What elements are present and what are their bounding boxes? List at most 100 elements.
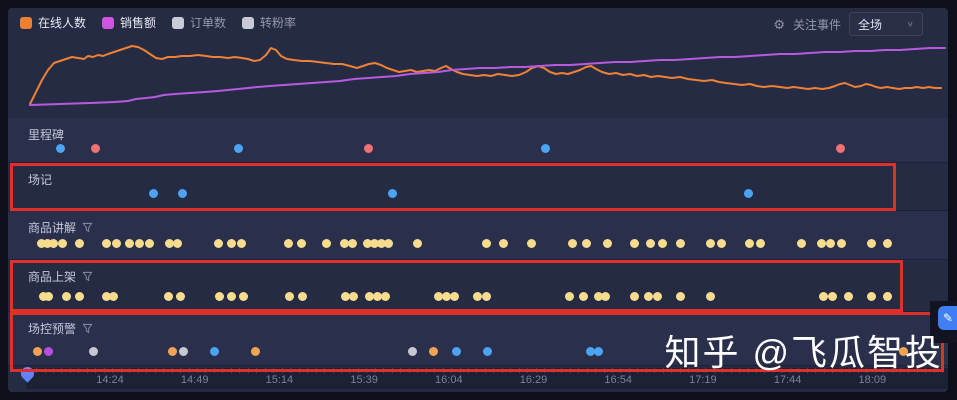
event-dot-yellow[interactable] xyxy=(362,238,372,248)
event-dot-yellow[interactable] xyxy=(383,238,393,248)
event-dot-yellow[interactable] xyxy=(376,238,386,248)
scope-dropdown[interactable]: 全场 ∨ xyxy=(849,12,923,36)
event-dot-yellow[interactable] xyxy=(297,291,307,301)
event-dot-yellow[interactable] xyxy=(238,291,248,301)
event-dot-yellow[interactable] xyxy=(716,238,726,248)
event-dot-yellow[interactable] xyxy=(380,291,390,301)
event-dot-yellow[interactable] xyxy=(347,238,357,248)
event-dot-yellow[interactable] xyxy=(172,238,182,248)
event-dot-blue[interactable] xyxy=(593,346,603,356)
event-dot-yellow[interactable] xyxy=(61,291,71,301)
event-dot-yellow[interactable] xyxy=(602,238,612,248)
event-dot-orange[interactable] xyxy=(32,346,42,356)
event-dot-yellow[interactable] xyxy=(675,291,685,301)
event-dot-yellow[interactable] xyxy=(796,238,806,248)
event-dot-yellow[interactable] xyxy=(134,238,144,248)
time-axis[interactable] xyxy=(26,368,948,389)
event-dot-yellow[interactable] xyxy=(836,238,846,248)
legend-item-orders[interactable]: 订单数 xyxy=(172,14,226,31)
event-dot-red[interactable] xyxy=(90,143,100,153)
event-dot-yellow[interactable] xyxy=(755,238,765,248)
event-dot-yellow[interactable] xyxy=(449,291,459,301)
event-dot-purple[interactable] xyxy=(43,346,53,356)
event-dot-yellow[interactable] xyxy=(657,238,667,248)
event-dot-red[interactable] xyxy=(363,143,373,153)
event-dot-yellow[interactable] xyxy=(372,291,382,301)
event-dot-yellow[interactable] xyxy=(593,291,603,301)
event-dot-blue[interactable] xyxy=(177,188,187,198)
event-dot-yellow[interactable] xyxy=(818,291,828,301)
event-dot-yellow[interactable] xyxy=(144,238,154,248)
event-dot-yellow[interactable] xyxy=(284,291,294,301)
event-dot-yellow[interactable] xyxy=(744,238,754,248)
event-dot-yellow[interactable] xyxy=(226,291,236,301)
event-dot-yellow[interactable] xyxy=(412,238,422,248)
event-dot-yellow[interactable] xyxy=(629,238,639,248)
event-dot-yellow[interactable] xyxy=(600,291,610,301)
event-dot-yellow[interactable] xyxy=(645,238,655,248)
event-dot-blue[interactable] xyxy=(585,346,595,356)
event-dot-orange[interactable] xyxy=(428,346,438,356)
event-dot-yellow[interactable] xyxy=(101,291,111,301)
event-dot-yellow[interactable] xyxy=(226,238,236,248)
event-dot-yellow[interactable] xyxy=(882,291,892,301)
event-dot-yellow[interactable] xyxy=(866,238,876,248)
event-dot-yellow[interactable] xyxy=(369,238,379,248)
event-dot-yellow[interactable] xyxy=(43,291,53,301)
event-dot-yellow[interactable] xyxy=(433,291,443,301)
event-dot-orange[interactable] xyxy=(167,346,177,356)
legend-item-fan-rate[interactable]: 转粉率 xyxy=(242,14,296,31)
event-dot-yellow[interactable] xyxy=(213,238,223,248)
event-dot-yellow[interactable] xyxy=(38,291,48,301)
event-dot-yellow[interactable] xyxy=(526,238,536,248)
event-dot-yellow[interactable] xyxy=(441,291,451,301)
event-dot-yellow[interactable] xyxy=(498,238,508,248)
event-dot-blue[interactable] xyxy=(540,143,550,153)
event-dot-orange[interactable] xyxy=(898,346,908,356)
event-dot-yellow[interactable] xyxy=(111,238,121,248)
edit-button[interactable]: ✎ xyxy=(938,306,957,330)
event-dot-yellow[interactable] xyxy=(564,291,574,301)
event-dot-yellow[interactable] xyxy=(348,291,358,301)
event-dot-yellow[interactable] xyxy=(340,291,350,301)
event-dot-yellow[interactable] xyxy=(652,291,662,301)
event-dot-blue[interactable] xyxy=(387,188,397,198)
event-dot-yellow[interactable] xyxy=(74,238,84,248)
event-dot-red[interactable] xyxy=(835,143,845,153)
event-dot-yellow[interactable] xyxy=(827,291,837,301)
event-dot-yellow[interactable] xyxy=(57,238,67,248)
legend-item-sales[interactable]: 销售额 xyxy=(102,14,156,31)
event-dot-yellow[interactable] xyxy=(48,238,58,248)
event-dot-gray[interactable] xyxy=(178,346,188,356)
event-dot-gray[interactable] xyxy=(88,346,98,356)
event-dot-yellow[interactable] xyxy=(236,238,246,248)
event-dot-blue[interactable] xyxy=(482,346,492,356)
event-dot-yellow[interactable] xyxy=(296,238,306,248)
event-dot-yellow[interactable] xyxy=(321,238,331,248)
event-dot-yellow[interactable] xyxy=(164,238,174,248)
event-dot-yellow[interactable] xyxy=(42,238,52,248)
event-dot-yellow[interactable] xyxy=(705,238,715,248)
event-dot-yellow[interactable] xyxy=(101,238,111,248)
event-dot-blue[interactable] xyxy=(55,143,65,153)
event-dot-blue[interactable] xyxy=(209,346,219,356)
event-dot-gray[interactable] xyxy=(407,346,417,356)
event-dot-blue[interactable] xyxy=(743,188,753,198)
event-dot-yellow[interactable] xyxy=(472,291,482,301)
event-dot-yellow[interactable] xyxy=(643,291,653,301)
filter-icon[interactable] xyxy=(82,222,93,233)
legend-item-online-users[interactable]: 在线人数 xyxy=(20,14,86,31)
event-dot-yellow[interactable] xyxy=(578,291,588,301)
event-dot-yellow[interactable] xyxy=(825,238,835,248)
event-dot-yellow[interactable] xyxy=(675,238,685,248)
event-dot-blue[interactable] xyxy=(451,346,461,356)
event-dot-yellow[interactable] xyxy=(124,238,134,248)
event-dot-yellow[interactable] xyxy=(629,291,639,301)
event-dot-yellow[interactable] xyxy=(705,291,715,301)
filter-icon[interactable] xyxy=(82,271,93,282)
event-dot-yellow[interactable] xyxy=(214,291,224,301)
event-dot-yellow[interactable] xyxy=(175,291,185,301)
event-dot-yellow[interactable] xyxy=(481,291,491,301)
event-dot-yellow[interactable] xyxy=(567,238,577,248)
event-dot-yellow[interactable] xyxy=(866,291,876,301)
